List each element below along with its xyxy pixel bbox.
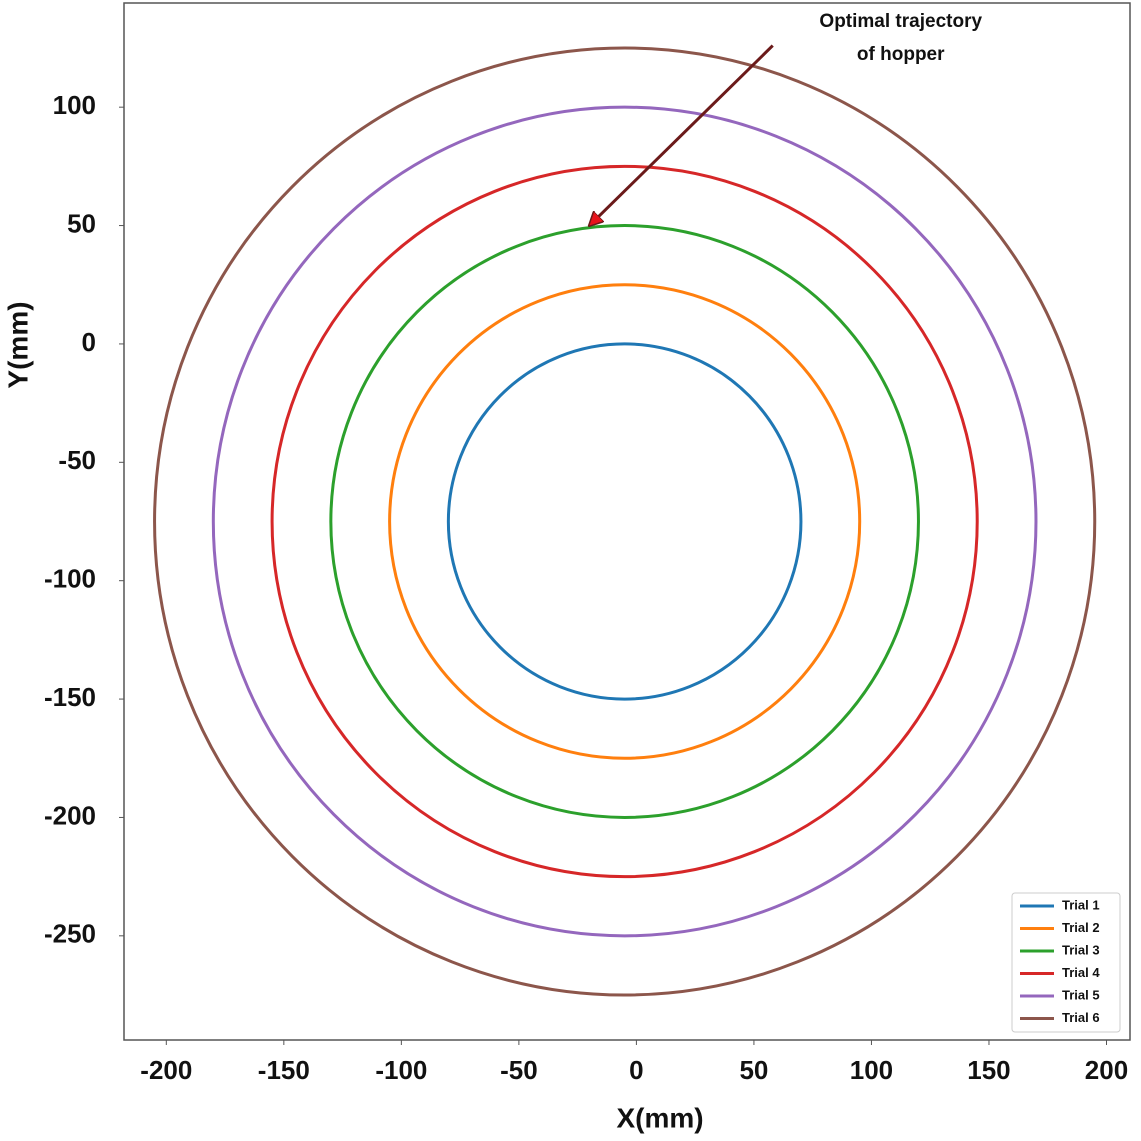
x-axis-label: X(mm) [616, 1102, 703, 1133]
annotation-text: Optimal trajectory [819, 11, 982, 32]
x-tick-label: 0 [629, 1055, 643, 1085]
annotation-arrow [589, 44, 774, 226]
y-tick-label: 100 [53, 90, 96, 120]
trajectory-circle [446, 342, 803, 701]
x-tick-label: 50 [739, 1055, 768, 1085]
legend-label: Trial 2 [1062, 920, 1100, 935]
legend-label: Trial 1 [1062, 897, 1100, 912]
trajectory-circle [153, 46, 1097, 997]
x-tick-label: -150 [258, 1055, 310, 1085]
plot-frame [123, 2, 1131, 1041]
y-tick-label: -200 [44, 800, 96, 830]
trajectory-circle [388, 283, 862, 760]
trajectory-circle [211, 105, 1038, 938]
y-tick-label: 0 [82, 327, 96, 357]
y-tick-label: -150 [44, 682, 96, 712]
y-axis-label: Y(mm) [2, 301, 33, 388]
x-tick-label: -200 [140, 1055, 192, 1085]
annotation-text: of hopper [857, 44, 945, 65]
legend-label: Trial 4 [1062, 965, 1100, 980]
legend-label: Trial 5 [1062, 987, 1100, 1002]
x-tick-label: -100 [375, 1055, 427, 1085]
y-tick-label: -250 [44, 919, 96, 949]
x-tick-label: -50 [500, 1055, 538, 1085]
x-tick-label: 150 [967, 1055, 1010, 1085]
x-tick-label: 200 [1085, 1055, 1128, 1085]
y-tick-label: -100 [44, 564, 96, 594]
trajectory-circle [270, 164, 979, 879]
trajectory-circle [329, 224, 920, 819]
legend-label: Trial 3 [1062, 942, 1100, 957]
legend-label: Trial 6 [1062, 1010, 1100, 1025]
y-tick-label: 50 [67, 208, 96, 238]
x-tick-label: 100 [850, 1055, 893, 1085]
y-tick-label: -50 [58, 445, 96, 475]
